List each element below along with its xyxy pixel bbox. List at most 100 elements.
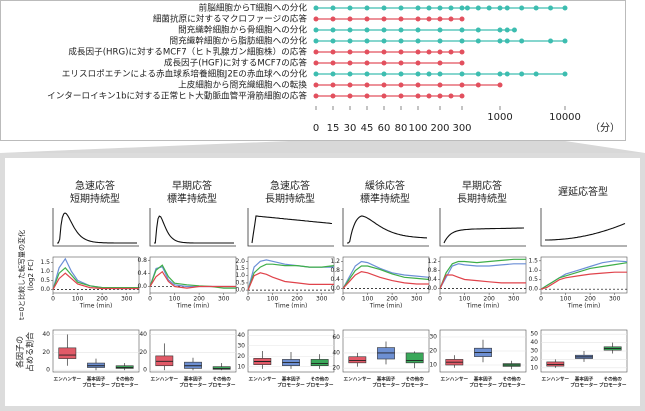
time-point	[437, 60, 443, 66]
time-point	[381, 5, 387, 11]
time-point	[313, 27, 319, 33]
time-point	[313, 82, 319, 88]
x-tick-label: 100	[267, 296, 279, 303]
x-tick-label: 0	[313, 123, 319, 134]
x-tick-label: 300	[218, 296, 230, 303]
time-point	[448, 16, 454, 22]
x-tick-label: エンハンサー	[441, 377, 469, 383]
row-label: 細菌抗原に対するマクロファージの応答	[153, 13, 308, 25]
panel-title: 標準持続型	[167, 192, 217, 205]
time-point	[381, 27, 387, 33]
time-point	[533, 5, 539, 11]
x-axis-label: Time (min)	[176, 303, 210, 310]
y-tick-label: 0.0	[235, 287, 245, 294]
x-tick-label: 200	[386, 296, 398, 303]
x-tick-label: プロモーター	[599, 382, 627, 389]
time-point	[562, 71, 568, 77]
x-tick-label: プロモーター	[277, 382, 305, 389]
row-label: 成長因子(HRG)に対するMCF7（ヒト乳腺ガン細胞株）の応答	[68, 46, 307, 58]
series-line	[52, 266, 139, 290]
x-axis-label: Time (min)	[466, 303, 500, 310]
time-point	[437, 71, 443, 77]
x-tick-label: 300	[609, 296, 621, 303]
time-point	[475, 71, 481, 77]
x-tick-label: 0	[539, 296, 543, 303]
time-point	[426, 71, 432, 77]
x-tick-label: 1000	[487, 112, 512, 123]
panel-title: 早期応答	[172, 179, 212, 192]
time-point	[381, 38, 387, 44]
time-point	[448, 5, 454, 11]
x-tick-label: 300	[452, 123, 471, 134]
time-point	[415, 16, 421, 22]
x-tick-label: 100	[169, 296, 181, 303]
x-tick-label: 200	[483, 296, 495, 303]
y-tick-label: 0.5	[235, 279, 245, 286]
x-tick-label: エンハンサー	[344, 377, 372, 383]
panel-title: 早期応答	[462, 179, 502, 192]
series-line	[247, 272, 334, 291]
x-tick-label: 基本因子	[183, 376, 203, 383]
time-point	[415, 38, 421, 44]
time-point	[330, 82, 336, 88]
time-point	[398, 49, 404, 55]
time-point	[330, 93, 336, 99]
time-point	[313, 71, 319, 77]
series-line	[342, 265, 430, 289]
x-tick-label: 0	[341, 296, 345, 303]
time-point	[459, 49, 465, 55]
series-line	[439, 274, 526, 289]
time-point	[448, 93, 454, 99]
y-axis-label: 各因子の	[15, 336, 25, 368]
y-tick-label: 1.0	[235, 272, 245, 279]
time-point	[347, 16, 353, 22]
x-tick-label: 300	[316, 296, 328, 303]
x-tick-label: プロモーター	[179, 382, 207, 389]
time-point	[548, 38, 554, 44]
time-point	[504, 27, 510, 33]
y-tick-label: 1.5	[235, 265, 245, 272]
y-tick-label: 2.0	[235, 258, 245, 265]
x-axis-label: （分）	[590, 122, 620, 134]
y-tick-label: 1.5	[40, 259, 50, 266]
x-tick-label: 100	[362, 296, 374, 303]
schematic-axes	[342, 208, 429, 247]
y-tick-label: 0.4	[330, 276, 340, 283]
time-point	[437, 38, 443, 44]
time-point	[313, 93, 319, 99]
x-tick-label: 基本因子	[376, 376, 396, 383]
panel-title: 急速応答	[75, 179, 115, 192]
time-point	[313, 60, 319, 66]
time-point	[347, 60, 353, 66]
x-tick-label: 200	[584, 296, 596, 303]
y-tick-label: 30	[237, 342, 245, 349]
x-tick-label: 0	[148, 296, 152, 303]
x-tick-label: 200	[193, 296, 205, 303]
time-point	[415, 49, 421, 55]
y-tick-label: 40	[42, 331, 50, 338]
x-tick-label: プロモーター	[570, 382, 598, 389]
panel-title: 遅延応答型	[558, 185, 608, 198]
y-tick-label: 40	[530, 339, 538, 346]
time-point	[330, 5, 336, 11]
x-tick-label: 100	[459, 296, 471, 303]
series-line	[439, 258, 526, 289]
time-point	[504, 38, 510, 44]
panel-title: 急速応答	[270, 179, 310, 192]
x-axis-label: Time (min)	[567, 303, 601, 310]
time-point	[398, 16, 404, 22]
y-axis-label: 占める割合	[25, 332, 35, 372]
x-tick-label: プロモーター	[372, 382, 400, 389]
time-point	[511, 27, 517, 33]
time-point	[415, 93, 421, 99]
x-tick-label: 200	[291, 296, 303, 303]
time-point	[475, 38, 481, 44]
time-point	[381, 49, 387, 55]
time-point	[381, 82, 387, 88]
y-tick-label: 0.4	[427, 276, 437, 283]
time-point	[313, 38, 319, 44]
time-point	[415, 27, 421, 33]
schematic-curve	[251, 215, 333, 244]
x-tick-label: 100	[560, 296, 572, 303]
time-point	[459, 5, 465, 11]
